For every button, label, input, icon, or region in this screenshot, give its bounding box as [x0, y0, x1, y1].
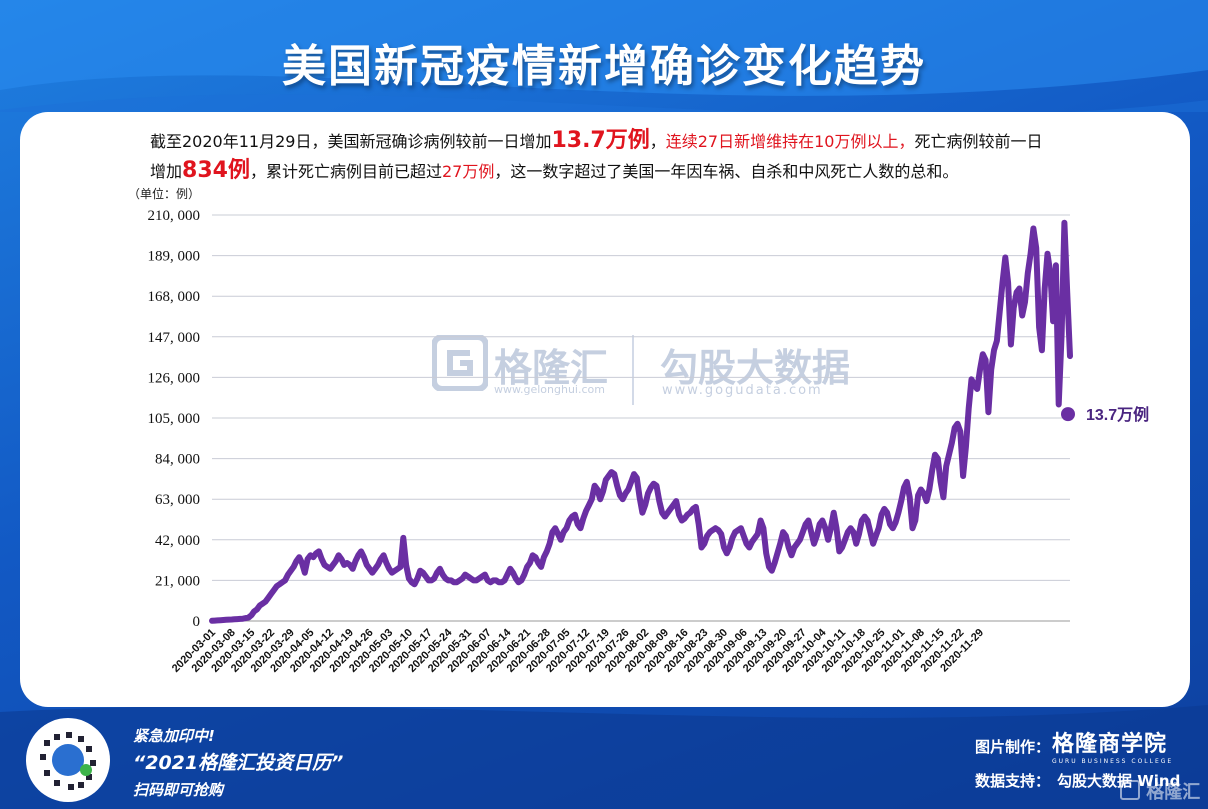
y-tick-label: 168, 000: [148, 289, 201, 305]
intro-part-4: 增加: [150, 162, 183, 181]
daily-new-cases-series: [209, 219, 1073, 624]
qr-code[interactable]: [26, 718, 110, 802]
y-tick-label: 42, 000: [155, 533, 200, 549]
intro-part-3: 死亡病例较前一日: [914, 132, 1043, 151]
data-source-value: 勾股大数据 Wind: [1057, 772, 1181, 790]
intro-part-5: ，累计死亡病例目前已超过: [249, 162, 442, 181]
gelonghui-watermark-text: 格隆汇: [494, 346, 609, 390]
made-by-label: 图片制作：: [975, 738, 1051, 756]
promo-text: 紧急加印中! “2021格隆汇投资日历” 扫码即可抢购: [133, 725, 343, 800]
intro-text: 截至2020年11月29日，美国新冠确诊病例较前一日增加13.7万例，连续27日…: [150, 126, 1110, 186]
promo-line-2: “2021格隆汇投资日历”: [133, 752, 344, 774]
grid-lines: [212, 214, 1070, 622]
intro-part-2: ，: [649, 132, 666, 151]
data-source-label: 数据支持：: [975, 772, 1051, 790]
y-tick-label: 105, 000: [148, 411, 201, 427]
corner-watermark: 格隆汇: [1120, 778, 1200, 804]
brand-logo: 格隆商学院 GURU BUSINESS COLLEGE: [1052, 726, 1173, 765]
y-tick-label: 210, 000: [148, 208, 201, 224]
x-axis-ticks: 2020-03-012020-03-082020-03-152020-03-22…: [170, 626, 986, 675]
brand-name: 格隆商学院: [1052, 732, 1168, 757]
intro-highlight-total-deaths: 27万例: [441, 162, 495, 181]
y-axis-ticks: 210, 000 189, 000 168, 000 147, 000 126, 000…: [148, 208, 201, 630]
intro-highlight-cases: 13.7万例: [551, 128, 650, 153]
promo-line-1: 紧急加印中!: [133, 727, 215, 745]
intro-highlight-streak: 连续27日新增维持在10万例以上，: [665, 132, 915, 151]
y-tick-label: 84, 000: [155, 452, 200, 468]
page-title: 美国新冠疫情新增确诊变化趋势: [282, 41, 926, 92]
promo-line-3: 扫码即可抢购: [133, 781, 224, 799]
intro-part-6: ，这一数字超过了美国一年因车祸、自杀和中风死亡人数的总和。: [494, 162, 959, 181]
last-value-label: 13.7万例: [1086, 405, 1149, 424]
brand-subtitle: GURU BUSINESS COLLEGE: [1052, 758, 1174, 765]
gogudata-watermark-url: www.gogudata.com: [662, 383, 823, 398]
intro-highlight-deaths: 834例: [182, 158, 250, 183]
y-axis-unit-label: （单位：例）: [128, 186, 200, 201]
watermark-divider: [632, 335, 634, 405]
y-tick-label: 21, 000: [155, 573, 200, 589]
y-tick-label: 63, 000: [155, 492, 200, 508]
y-tick-label: 147, 000: [148, 330, 201, 346]
last-value-marker: [1061, 407, 1075, 422]
y-tick-label: 189, 000: [148, 249, 201, 265]
gelonghui-watermark-url: www.gelonghui.com: [494, 383, 605, 396]
gogudata-watermark-text: 勾股大数据: [660, 346, 851, 390]
qr-code-icon: [28, 720, 108, 800]
corner-watermark-text: 格隆汇: [1146, 782, 1201, 803]
y-tick-label: 126, 000: [148, 370, 201, 386]
chart-panel: [20, 112, 1190, 707]
corner-logo-icon: [1120, 780, 1140, 800]
intro-part-1: 截至2020年11月29日，美国新冠确诊病例较前一日增加: [150, 132, 552, 151]
y-tick-label: 0: [193, 614, 201, 630]
